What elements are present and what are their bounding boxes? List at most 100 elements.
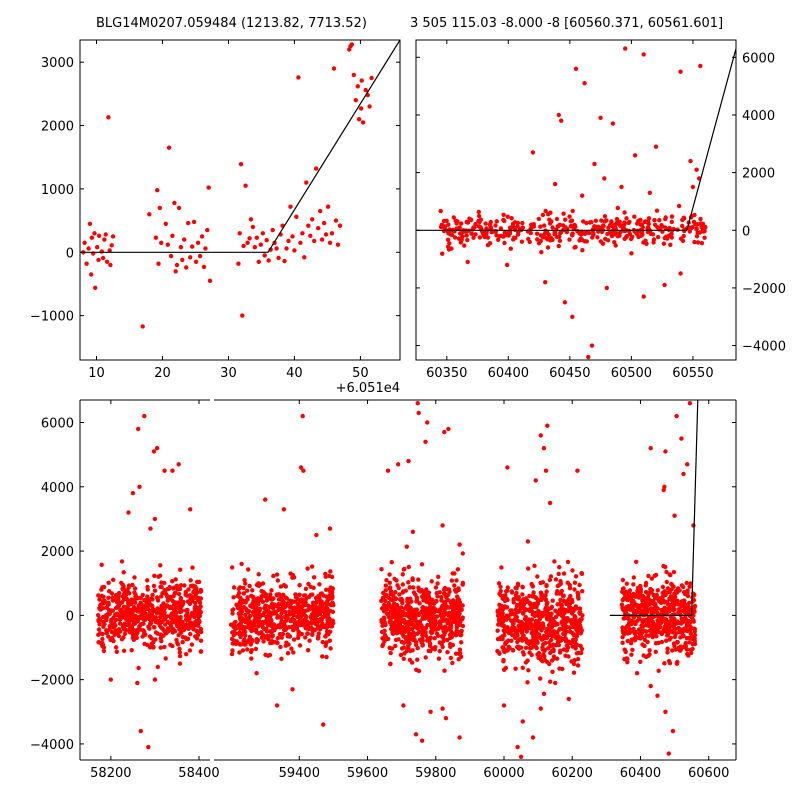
data-point [663, 216, 668, 222]
data-point [509, 628, 514, 634]
data-point [185, 636, 191, 641]
data-point [104, 259, 110, 264]
data-point [128, 602, 134, 607]
data-point [570, 314, 575, 319]
x-tick-label: 58400 [178, 766, 219, 781]
data-point [457, 735, 462, 740]
x-tick-label: 30 [220, 366, 237, 381]
data-point [178, 245, 184, 250]
data-point [586, 354, 591, 360]
data-point [387, 580, 392, 585]
data-point [118, 613, 124, 618]
data-point [634, 671, 640, 676]
data-point [386, 595, 391, 600]
data-point [570, 232, 575, 238]
data-point [520, 585, 525, 590]
data-point [664, 579, 669, 585]
data-point [584, 239, 589, 244]
data-point [632, 636, 637, 641]
data-point [469, 217, 474, 223]
data-point [511, 597, 516, 603]
data-point [538, 224, 543, 229]
data-point [96, 233, 102, 238]
data-point [694, 226, 699, 231]
data-point [158, 584, 163, 590]
data-point [394, 578, 399, 583]
data-point [402, 629, 408, 634]
data-point [514, 614, 519, 620]
data-point [308, 620, 313, 625]
data-point [165, 586, 170, 592]
data-point [632, 153, 638, 158]
data-point [503, 595, 508, 600]
data-point [432, 636, 437, 641]
data-point [573, 615, 578, 620]
data-point [554, 634, 560, 640]
data-point [100, 255, 106, 261]
data-point [295, 635, 301, 641]
data-point [163, 622, 168, 627]
data-point [449, 232, 455, 238]
data-point [550, 648, 555, 653]
data-point [571, 670, 577, 675]
data-point [172, 613, 177, 618]
data-point [698, 63, 703, 69]
data-point [267, 619, 272, 624]
axes-frame [79, 39, 401, 361]
data-point [636, 234, 641, 240]
data-point [525, 680, 530, 685]
data-point [557, 222, 563, 227]
data-point [271, 602, 277, 607]
data-point [606, 225, 611, 230]
data-point [653, 649, 658, 654]
data-point [245, 588, 250, 593]
data-point [641, 240, 646, 245]
data-point [456, 236, 462, 241]
data-points [81, 42, 374, 329]
data-point [514, 586, 519, 591]
data-point [445, 650, 450, 655]
data-point [310, 217, 315, 222]
data-point [106, 115, 111, 120]
data-point [168, 642, 173, 647]
data-point [568, 641, 573, 646]
data-point [153, 637, 158, 642]
data-point [660, 584, 666, 590]
data-point [623, 630, 628, 635]
data-point [521, 602, 526, 607]
data-point [328, 602, 333, 607]
data-point [104, 628, 109, 633]
data-point [261, 594, 266, 599]
data-point [169, 616, 174, 621]
data-point [250, 588, 255, 593]
data-point [561, 211, 566, 216]
data-point [321, 593, 326, 598]
data-point [271, 573, 276, 579]
data-point [538, 676, 543, 681]
data-point [550, 633, 555, 639]
data-point [155, 606, 160, 611]
data-point [429, 579, 434, 584]
data-point [423, 655, 428, 660]
data-point [567, 586, 573, 591]
data-point [520, 719, 525, 724]
data-point [129, 597, 134, 602]
data-point [285, 651, 291, 656]
data-point [632, 214, 637, 219]
data-point [262, 253, 267, 258]
data-point [572, 580, 578, 585]
data-point [664, 590, 669, 595]
data-point [305, 608, 310, 613]
data-point [184, 265, 189, 270]
data-point [293, 599, 298, 604]
data-point [266, 610, 271, 615]
data-point [602, 214, 608, 219]
data-point [569, 659, 574, 664]
data-point [659, 618, 664, 623]
data-point [193, 634, 198, 639]
data-point [675, 598, 680, 603]
data-point [397, 609, 402, 614]
data-point [526, 566, 531, 571]
data-point [535, 237, 540, 242]
data-point [649, 576, 655, 581]
